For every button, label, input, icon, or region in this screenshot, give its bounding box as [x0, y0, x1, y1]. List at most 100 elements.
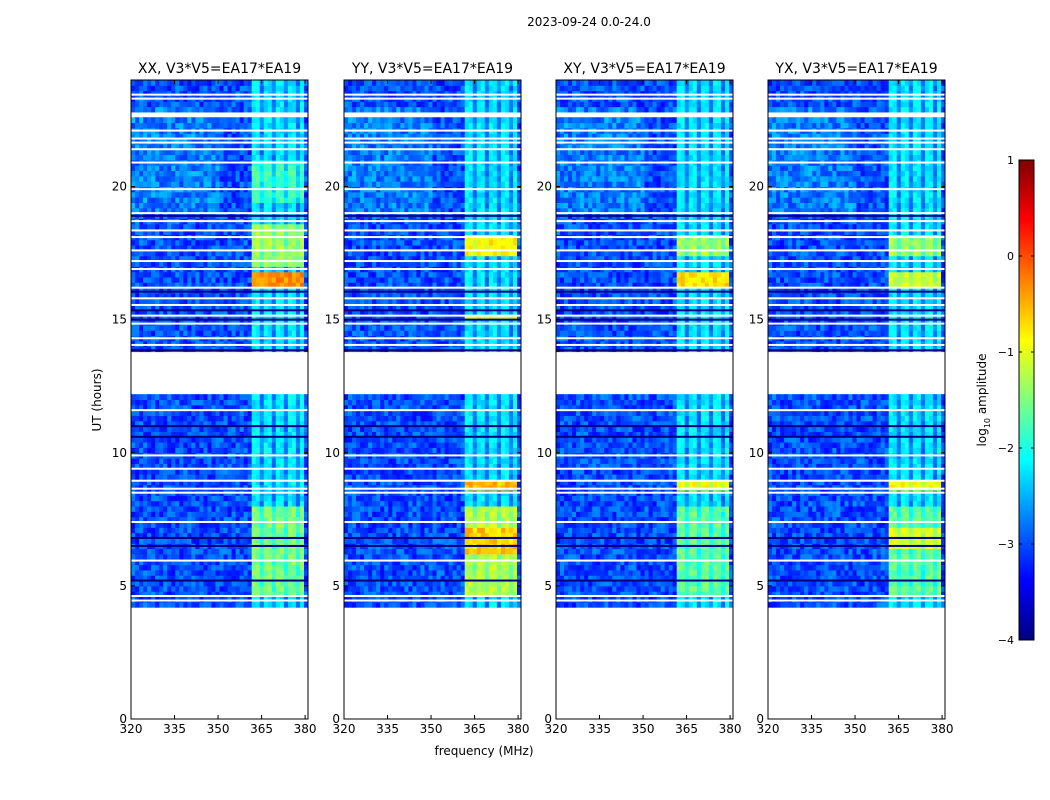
heatmap-cell [171, 479, 176, 486]
heatmap-cell [388, 564, 393, 571]
heatmap-cell [199, 170, 204, 177]
heatmap-cell [452, 506, 458, 512]
heatmap-cell [239, 154, 245, 161]
heatmap-cell [384, 548, 389, 555]
heatmap-cell [147, 106, 152, 113]
heatmap-cell [187, 591, 192, 598]
heatmap-cell [179, 447, 184, 454]
heatmap-cell [267, 596, 273, 603]
heatmap-cell [364, 495, 369, 502]
heatmap-cell [251, 415, 257, 422]
heatmap-cell [512, 527, 518, 534]
heatmap-cell [295, 553, 301, 560]
heatmap-cell [179, 458, 184, 464]
heatmap-cell [271, 106, 277, 113]
heatmap-cell [223, 324, 229, 331]
heatmap-cell [267, 415, 273, 422]
heatmap-cell [151, 521, 156, 528]
heatmap-cell [303, 564, 309, 571]
heatmap-cell [135, 442, 140, 448]
heatmap-cell [167, 101, 172, 108]
heatmap-cell [211, 506, 216, 512]
heatmap-cell [203, 324, 208, 331]
heatmap-cell [492, 506, 498, 512]
heatmap-cell [255, 580, 261, 587]
flag-line [131, 454, 308, 457]
heatmap-cell [239, 85, 245, 92]
heatmap-cell [432, 511, 438, 518]
heatmap-cell [247, 591, 253, 598]
heatmap-cell [155, 601, 160, 608]
heatmap-cell [227, 585, 233, 592]
heatmap-cell [131, 596, 136, 603]
heatmap-cell [299, 564, 305, 571]
heatmap-cell [259, 165, 265, 172]
heatmap-cell [299, 404, 305, 411]
heatmap-cell [135, 580, 140, 587]
heatmap-cell [243, 468, 249, 475]
heatmap-cell [175, 181, 180, 187]
heatmap-cell [199, 431, 204, 438]
heatmap-cell [215, 223, 220, 230]
heatmap-cell [299, 165, 305, 172]
heatmap-cell [231, 447, 237, 454]
heatmap-cell [223, 585, 229, 592]
heatmap-cell [291, 271, 297, 278]
heatmap-cell [203, 117, 208, 124]
heatmap-cell [203, 319, 208, 326]
heatmap-cell [243, 170, 249, 177]
heatmap-cell [191, 537, 196, 544]
heatmap-cell [392, 511, 397, 518]
heatmap-cell [203, 447, 208, 454]
heatmap-cell [239, 506, 245, 512]
heatmap-cell [143, 181, 148, 187]
heatmap-cell [159, 239, 164, 246]
heatmap-cell [512, 511, 518, 518]
heatmap-cell [472, 500, 478, 507]
heatmap-cell [239, 553, 245, 560]
heatmap-cell [295, 569, 301, 576]
heatmap-cell [135, 303, 140, 310]
heatmap-cell [199, 569, 204, 576]
heatmap-cell [179, 293, 184, 299]
flag-line [131, 236, 308, 239]
heatmap-cell [279, 458, 285, 464]
heatmap-cell [424, 495, 429, 502]
heatmap-cell [299, 324, 305, 331]
heatmap-cell [131, 601, 136, 608]
heatmap-cell [243, 569, 249, 576]
heatmap-cell [247, 527, 253, 534]
heatmap-cell [424, 585, 429, 592]
heatmap-cell [183, 303, 188, 310]
heatmap-cell [496, 569, 502, 576]
heatmap-cell [231, 154, 237, 161]
heatmap-cell [283, 521, 289, 528]
heatmap-cell [231, 500, 237, 507]
heatmap-cell [303, 340, 309, 347]
heatmap-cell [267, 239, 273, 246]
heatmap-cell [279, 298, 285, 305]
heatmap-cell [271, 293, 277, 299]
heatmap-cell [139, 463, 144, 470]
heatmap-cell [303, 585, 309, 592]
heatmap-cell [163, 527, 168, 534]
heatmap-cell [219, 340, 225, 347]
heatmap-cell [211, 271, 216, 278]
heatmap-cell [227, 559, 233, 566]
heatmap-cell [155, 154, 160, 161]
heatmap-cell [263, 410, 269, 416]
heatmap-cell [147, 431, 152, 438]
heatmap-cell [291, 575, 297, 582]
heatmap-cell [187, 346, 192, 353]
heatmap-cell [211, 458, 216, 464]
heatmap-cell [183, 436, 188, 443]
heatmap-cell [239, 191, 245, 198]
heatmap-cell [271, 394, 277, 401]
heatmap-cell [187, 431, 192, 438]
heatmap-cell [167, 474, 172, 480]
heatmap-cell [183, 181, 188, 187]
heatmap-cell [223, 564, 229, 571]
heatmap-cell [191, 548, 196, 555]
heatmap-cell [211, 394, 216, 401]
heatmap-cell [356, 569, 361, 576]
